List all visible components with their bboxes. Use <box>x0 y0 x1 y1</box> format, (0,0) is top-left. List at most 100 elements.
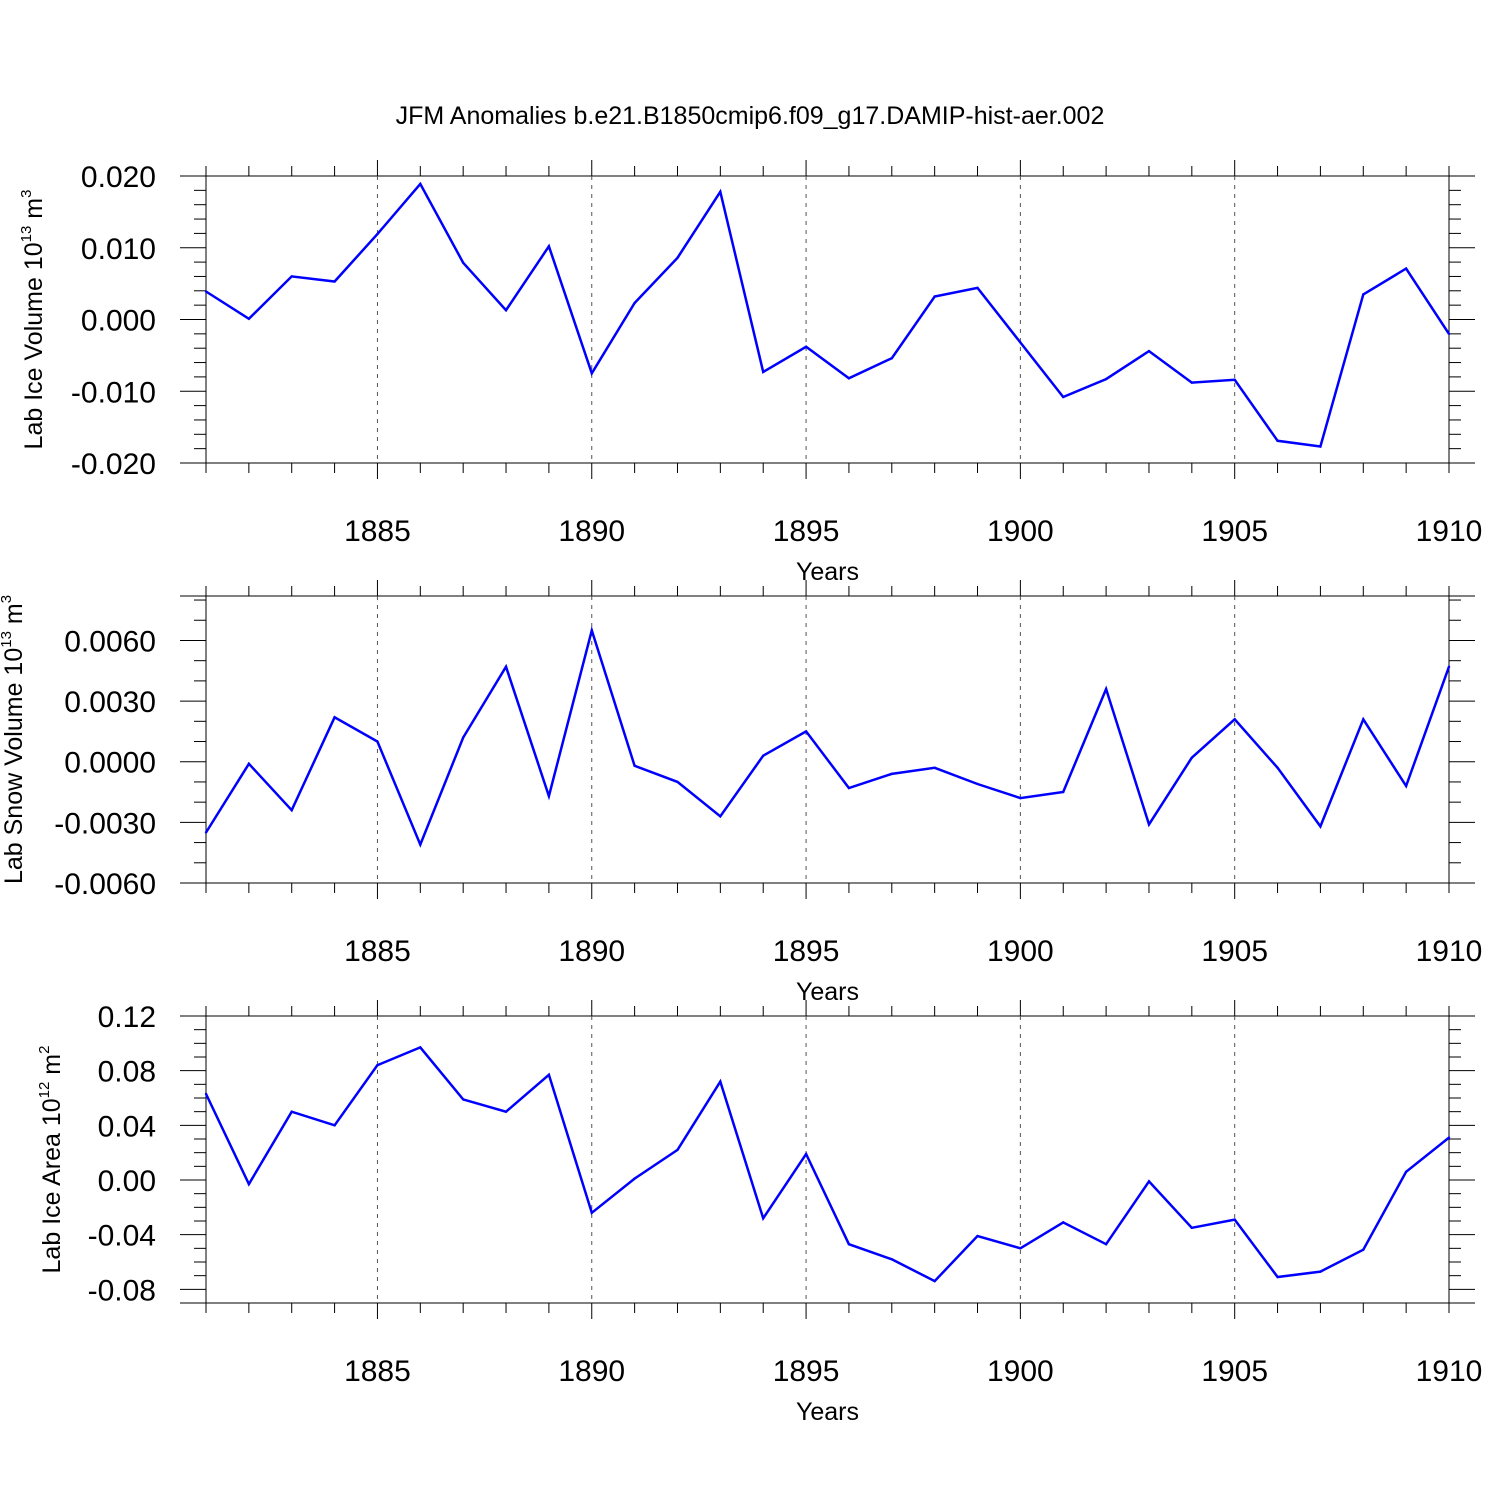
y-axis-label-unit: m <box>38 1054 66 1082</box>
data-point <box>933 295 936 298</box>
data-point <box>204 290 208 293</box>
y-tick-label: 0.010 <box>81 233 156 266</box>
x-tick-label: 1910 <box>1416 515 1483 548</box>
x-tick-label: 1890 <box>558 935 625 968</box>
data-point <box>762 754 765 757</box>
data-point <box>247 1182 251 1186</box>
data-point <box>247 762 251 765</box>
data-point <box>419 182 422 186</box>
x-tick-label: 1900 <box>987 935 1054 968</box>
y-tick-label: -0.010 <box>71 376 156 409</box>
data-point <box>290 275 293 278</box>
data-point <box>719 1080 722 1083</box>
data-point <box>1362 718 1365 721</box>
data-point <box>1062 395 1065 399</box>
x-axis-label: Years <box>796 1398 859 1426</box>
x-tick-label: 1895 <box>773 935 840 968</box>
data-point <box>504 1110 508 1113</box>
data-point <box>633 301 636 305</box>
data-point <box>976 782 979 786</box>
y-tick-label: -0.08 <box>88 1274 156 1307</box>
data-point <box>1190 1226 1194 1230</box>
data-point <box>1019 796 1022 800</box>
y-axis-label-unit-exponent: 3 <box>0 595 15 603</box>
x-tick-label: 1905 <box>1201 515 1268 548</box>
data-point <box>1019 1247 1022 1250</box>
x-tick-label: 1885 <box>344 1355 411 1388</box>
x-tick-label: 1885 <box>344 515 411 548</box>
data-point <box>461 736 465 739</box>
data-point <box>419 843 422 846</box>
data-point <box>333 280 336 283</box>
data-point <box>890 772 893 776</box>
data-point <box>1147 823 1151 826</box>
data-point <box>1233 378 1236 381</box>
data-point <box>1190 756 1194 759</box>
y-axis-label-main: Lab Ice Area 10 <box>38 1098 66 1273</box>
data-point <box>976 286 979 290</box>
chart-panel-1: 1885 1890 1895 1900 1905 1910 Years 0.020 0.010 0… <box>18 160 1482 586</box>
data-point <box>1062 790 1065 794</box>
y-axis-label-unit-exponent: 3 <box>18 190 35 198</box>
data-point <box>890 357 893 360</box>
y-axis-label: Lab Snow Volume 1013 m3 <box>0 595 28 884</box>
data-point <box>333 1124 336 1127</box>
data-point <box>247 317 251 320</box>
data-point <box>847 786 851 790</box>
data-point <box>719 815 722 818</box>
data-point <box>590 372 593 375</box>
x-axis-label: Years <box>796 978 859 1006</box>
data-point <box>333 716 336 719</box>
x-tick-label: 1910 <box>1416 1355 1483 1388</box>
data-point <box>290 809 293 812</box>
y-axis-label-main: Lab Snow Volume 10 <box>0 648 28 884</box>
data-point <box>547 794 551 798</box>
y-tick-label: 0.020 <box>81 161 156 194</box>
data-point <box>1447 1136 1451 1139</box>
data-point <box>376 740 379 743</box>
data-point <box>633 764 636 767</box>
data-point <box>633 1177 636 1180</box>
series-line <box>204 625 1451 848</box>
data-point <box>1319 825 1322 828</box>
data-point <box>1447 665 1451 668</box>
data-point <box>1276 766 1279 769</box>
data-point <box>376 232 379 236</box>
data-point <box>204 1092 208 1096</box>
y-axis-label-exponent: 13 <box>0 631 15 648</box>
data-point <box>804 345 808 348</box>
chart-panel-2: 1885 1890 1895 1900 1905 1910 Years 0.0060 0.003… <box>0 580 1482 1006</box>
y-axis-label-unit: m <box>20 198 48 226</box>
data-point <box>547 1073 551 1076</box>
data-point <box>1104 1243 1108 1246</box>
data-point <box>419 1046 422 1049</box>
data-point <box>933 766 936 769</box>
data-point <box>976 1234 979 1238</box>
data-point <box>1362 1248 1365 1251</box>
data-point <box>762 370 765 374</box>
chart-panel-3: 1885 1890 1895 1900 1905 1910 Years 0.12 0.08 0.0… <box>36 1000 1482 1426</box>
data-point <box>847 1243 851 1246</box>
x-tick-label: 1910 <box>1416 935 1483 968</box>
data-point <box>547 245 551 248</box>
x-tick-label: 1895 <box>773 515 840 548</box>
data-point <box>1362 293 1365 296</box>
x-axis-label: Years <box>796 558 859 586</box>
data-point <box>1019 341 1022 344</box>
data-point <box>1104 687 1108 691</box>
data-point <box>676 1148 679 1152</box>
y-tick-label: -0.0030 <box>54 807 156 840</box>
y-tick-label: 0.0000 <box>64 747 156 780</box>
data-point <box>1147 349 1151 353</box>
data-point <box>804 730 808 733</box>
data-point <box>890 1258 893 1261</box>
y-tick-label: 0.0060 <box>64 625 156 658</box>
y-axis-label: Lab Ice Volume 1013 m3 <box>18 190 48 450</box>
data-point <box>1404 267 1408 270</box>
data-point <box>504 665 508 668</box>
y-tick-label: 0.08 <box>98 1056 156 1089</box>
y-axis-label-exponent: 12 <box>36 1082 53 1099</box>
data-point <box>1447 332 1451 336</box>
x-tick-label: 1905 <box>1201 1355 1268 1388</box>
